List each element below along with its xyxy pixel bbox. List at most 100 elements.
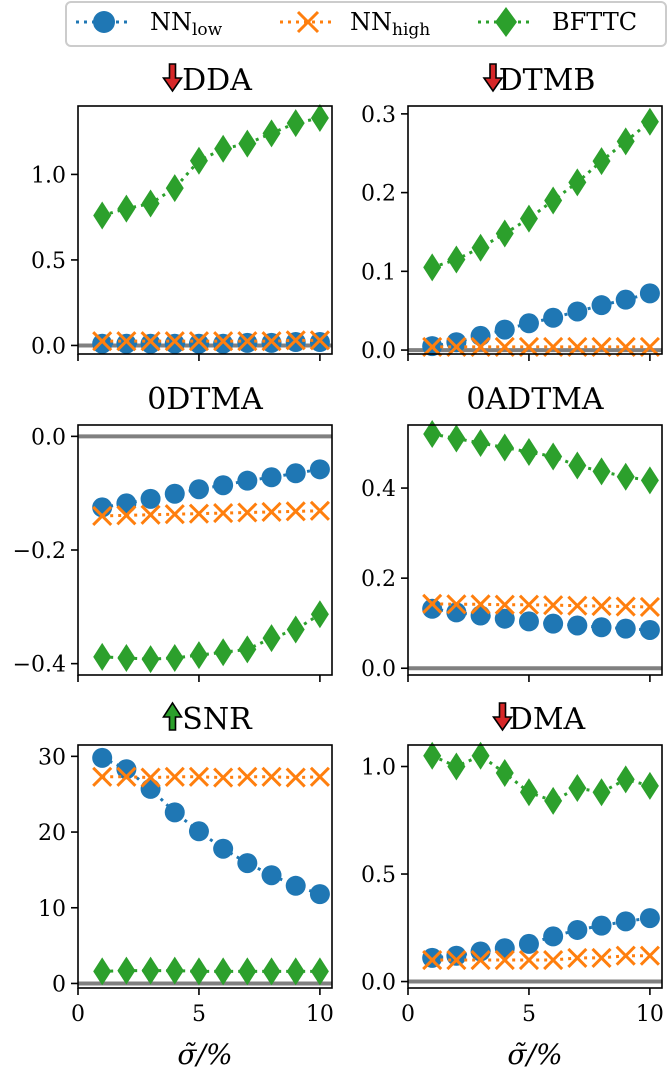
point-snr-bfttc-5 xyxy=(189,957,208,986)
series-line-0dtma-bfttc xyxy=(102,612,321,661)
point-dda-nnhigh-5 xyxy=(188,331,210,352)
panel-dma: 0 5 10 0.0 0.5 1.0 DMA σ̃/% xyxy=(361,702,664,1071)
point-dma-nnhigh-9 xyxy=(615,945,636,966)
legend-label-nn-low-main: NN xyxy=(150,8,192,36)
point-0dtma-nnlow-10 xyxy=(309,459,330,480)
point-dda-nnhigh-2 xyxy=(116,331,137,352)
point-0dtma-bfttc-4 xyxy=(165,643,184,672)
point-snr-nnlow-5 xyxy=(188,821,209,842)
point-dtmb-nnhigh-10 xyxy=(639,336,660,357)
series-line-0adtma-nnhigh xyxy=(432,602,650,609)
point-snr-nnhigh-6 xyxy=(213,767,234,788)
y-tick-label-0adtma-1: 0.2 xyxy=(361,567,396,592)
y-tick-label-snr-0: 0 xyxy=(52,972,66,997)
point-dda-bfttc-9 xyxy=(286,109,305,138)
point-dda-bfttc-2 xyxy=(117,194,136,223)
point-dtmb-bfttc-3 xyxy=(471,233,490,262)
point-dda-nnlow-1 xyxy=(92,333,113,354)
point-dtmb-nnhigh-7 xyxy=(567,336,588,357)
point-dtmb-nnhigh-5 xyxy=(518,336,540,357)
point-snr-bfttc-9 xyxy=(286,957,305,986)
point-snr-nnhigh-3 xyxy=(140,767,161,788)
point-dda-bfttc-5 xyxy=(189,146,208,175)
point-dma-nnhigh-2 xyxy=(446,949,467,971)
panel-title-0adtma: 0ADTMA xyxy=(466,382,604,417)
point-snr-nnlow-8 xyxy=(261,865,282,886)
point-dma-nnlow-10 xyxy=(639,908,660,929)
point-0dtma-nnlow-8 xyxy=(261,467,282,488)
point-dda-nnlow-2 xyxy=(116,333,137,354)
point-dda-nnhigh-8 xyxy=(261,331,282,352)
point-dda-nnhigh-10 xyxy=(309,330,330,351)
point-dma-bfttc-9 xyxy=(616,765,635,794)
axes-frame-dda xyxy=(77,105,333,355)
point-0dtma-bfttc-10 xyxy=(310,600,329,629)
point-0dtma-nnhigh-7 xyxy=(237,502,258,523)
point-0adtma-nnhigh-9 xyxy=(615,596,636,617)
point-dma-nnhigh-7 xyxy=(567,947,588,968)
y-tick-label-dma-2: 1.0 xyxy=(361,756,396,781)
series-line-dda-nnhigh xyxy=(102,338,320,343)
point-dda-nnlow-6 xyxy=(213,333,234,354)
y-tick-label-0adtma-0: 0.0 xyxy=(361,657,396,682)
point-dma-bfttc-10 xyxy=(640,771,659,800)
y-tick-label-snr-3: 30 xyxy=(38,745,66,770)
panel-dda: 0.0 0.5 1.0 DDA xyxy=(31,63,333,361)
point-snr-nnhigh-7 xyxy=(237,766,258,787)
panel-dtmb: 0.0 0.1 0.2 0.3 DTMB xyxy=(361,63,663,364)
point-0dtma-nnlow-9 xyxy=(285,463,306,484)
point-snr-nnlow-10 xyxy=(309,884,330,905)
legend-entry-bfttc: BFTTC xyxy=(478,7,637,37)
point-dtmb-nnlow-2 xyxy=(446,332,467,353)
point-dma-bfttc-6 xyxy=(544,786,563,815)
point-0adtma-nnlow-5 xyxy=(518,611,539,632)
point-0dtma-bfttc-2 xyxy=(117,643,136,672)
point-snr-bfttc-3 xyxy=(141,956,160,985)
series-line-snr-nnlow xyxy=(101,756,321,896)
point-dda-nnlow-3 xyxy=(140,333,161,354)
series-line-dma-bfttc xyxy=(431,754,651,803)
point-snr-nnlow-4 xyxy=(164,802,185,823)
point-dma-bfttc-4 xyxy=(495,758,514,787)
point-0dtma-bfttc-6 xyxy=(214,638,233,667)
legend-label-nn-high-sub: high xyxy=(392,20,430,40)
panels: 0.00.51.0DDA0.00.10.20.3DTMB0.0−0.2−0.40… xyxy=(13,63,664,1071)
panel-title-dtmb: DTMB xyxy=(499,63,596,98)
y-tick-label-dda-1: 0.5 xyxy=(31,249,66,274)
point-dma-nnhigh-10 xyxy=(639,945,660,966)
legend-label-nn-high-main: NN xyxy=(350,8,392,36)
point-dtmb-nnhigh-2 xyxy=(446,336,467,357)
arrow-down-icon xyxy=(491,702,514,732)
x-tick-label-dma-0: 0 xyxy=(401,1002,415,1027)
point-dma-bfttc-3 xyxy=(471,741,490,770)
point-0dtma-nnlow-5 xyxy=(188,479,209,500)
point-dma-nnlow-5 xyxy=(518,933,539,954)
point-0adtma-nnlow-3 xyxy=(470,605,491,626)
point-0adtma-nnhigh-6 xyxy=(543,595,564,616)
point-dda-nnlow-5 xyxy=(188,333,209,354)
point-0dtma-bfttc-5 xyxy=(189,641,208,670)
point-dma-nnhigh-3 xyxy=(470,949,491,971)
point-snr-bfttc-1 xyxy=(93,957,112,986)
point-snr-nnhigh-4 xyxy=(164,766,185,787)
point-0dtma-nnlow-6 xyxy=(213,475,234,496)
point-dtmb-bfttc-2 xyxy=(447,245,466,274)
point-0dtma-nnhigh-9 xyxy=(285,501,306,522)
series-line-dma-nnlow xyxy=(432,916,651,960)
axes-frame-dtmb xyxy=(407,105,663,355)
point-dda-nnhigh-7 xyxy=(237,331,258,352)
point-dtmb-nnhigh-8 xyxy=(591,336,612,357)
point-dma-nnlow-7 xyxy=(567,919,588,940)
point-dtmb-bfttc-4 xyxy=(495,219,514,248)
y-tick-label-snr-2: 20 xyxy=(38,821,66,846)
y-tick-label-dtmb-3: 0.3 xyxy=(361,103,396,128)
panel-0adtma: 0.0 0.2 0.4 0ADTMA xyxy=(361,382,663,682)
point-0dtma-bfttc-7 xyxy=(238,635,257,664)
point-dtmb-bfttc-9 xyxy=(616,127,635,156)
point-dma-nnhigh-6 xyxy=(543,949,564,971)
point-0adtma-bfttc-4 xyxy=(495,433,514,462)
point-0dtma-nnhigh-5 xyxy=(188,503,210,524)
point-dda-nnhigh-1 xyxy=(92,331,113,352)
point-snr-nnhigh-8 xyxy=(261,766,282,787)
legend-marker-nn-high xyxy=(296,10,320,34)
